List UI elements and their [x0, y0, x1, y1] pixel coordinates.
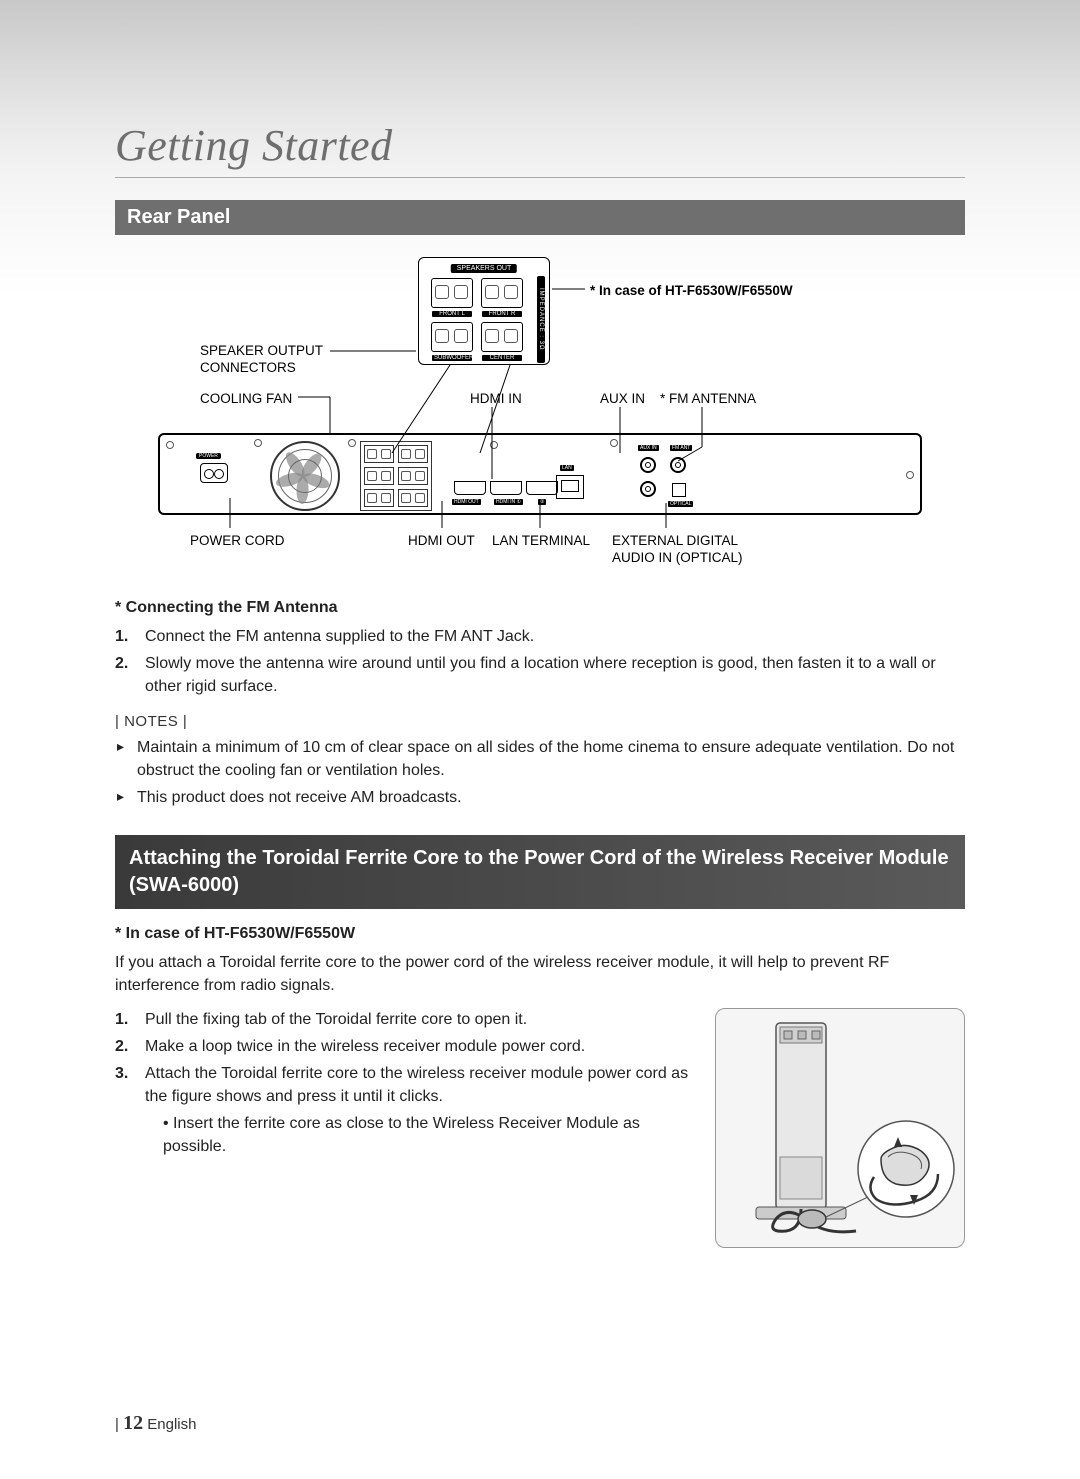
rear-panel-diagram: SPEAKERS OUT IMPEDANCE : 3Ω FRONT L FRON…	[130, 253, 950, 583]
co-subwoofer: SUBWOOFER	[432, 355, 472, 361]
port-hdmi-in2: ②	[538, 499, 546, 505]
port-hdmi-in1: HDMI IN ①	[494, 499, 523, 505]
co-center: CENTER	[482, 355, 522, 361]
port-power-label: POWER	[196, 453, 221, 459]
notes-label: | NOTES |	[115, 713, 965, 730]
page-number: 12	[123, 1412, 143, 1434]
port-hdmi-out: HDMI OUT	[452, 499, 481, 505]
port-optical-label: OPTICAL	[668, 501, 693, 507]
step-num: 3.	[115, 1062, 145, 1159]
section-rear-panel: Rear Panel	[115, 200, 965, 235]
fm-step-1: Connect the FM antenna supplied to the F…	[145, 625, 534, 648]
label-power-cord: POWER CORD	[190, 533, 285, 550]
label-cooling-fan: COOLING FAN	[200, 391, 292, 408]
impedance-label: IMPEDANCE : 3Ω	[537, 276, 545, 363]
label-fm-antenna: * FM ANTENNA	[660, 391, 756, 408]
notes-list: Maintain a minimum of 10 cm of clear spa…	[115, 736, 965, 810]
step-num: 1.	[115, 625, 145, 648]
speakers-out-title: SPEAKERS OUT	[451, 264, 517, 273]
cooling-fan-icon	[270, 441, 340, 511]
fm-step-2: Slowly move the antenna wire around unti…	[145, 652, 965, 698]
fm-antenna-heading: * Connecting the FM Antenna	[115, 599, 965, 617]
label-hdmi-out: HDMI OUT	[408, 533, 475, 550]
step-num: 2.	[115, 1035, 145, 1058]
port-aux-label: AUX IN	[638, 445, 659, 451]
ferrite-step-2: Make a loop twice in the wireless receiv…	[145, 1035, 585, 1058]
lan-port	[556, 475, 584, 499]
ferrite-sub-bullet: Insert the ferrite core as close to the …	[145, 1112, 695, 1158]
ferrite-steps: 1.Pull the fixing tab of the Toroidal fe…	[115, 1008, 695, 1159]
ferrite-case-note: * In case of HT-F6530W/F6550W	[115, 925, 965, 943]
note-2: This product does not receive AM broadca…	[115, 786, 965, 809]
speaker-block	[360, 441, 432, 511]
aux-group: AUX IN FM ANT OPTICAL	[640, 453, 710, 503]
fm-steps: 1.Connect the FM antenna supplied to the…	[115, 625, 965, 699]
ferrite-step-1: Pull the fixing tab of the Toroidal ferr…	[145, 1008, 527, 1031]
ferrite-step-3: Attach the Toroidal ferrite core to the …	[145, 1062, 695, 1159]
page-lang: English	[147, 1416, 196, 1433]
port-fmant-label: FM ANT	[670, 445, 692, 451]
step-num: 1.	[115, 1008, 145, 1031]
port-lan-label: LAN	[560, 465, 574, 471]
device-body: POWER HDMI OUT	[158, 433, 922, 515]
label-aux-in: AUX IN	[600, 391, 645, 408]
label-optical: EXTERNAL DIGITAL AUDIO IN (OPTICAL)	[612, 533, 743, 567]
speakers-out-callout: SPEAKERS OUT IMPEDANCE : 3Ω FRONT L FRON…	[418, 257, 550, 365]
power-socket	[200, 463, 228, 483]
page-footer: | 12 English	[115, 1412, 196, 1435]
ferrite-illustration	[715, 1008, 965, 1248]
note-1: Maintain a minimum of 10 cm of clear spa…	[115, 736, 965, 782]
label-speaker-output: SPEAKER OUTPUT CONNECTORS	[200, 343, 323, 377]
ferrite-intro: If you attach a Toroidal ferrite core to…	[115, 951, 965, 997]
section-ferrite: Attaching the Toroidal Ferrite Core to t…	[115, 835, 965, 909]
label-lan: LAN TERMINAL	[492, 533, 590, 550]
case-note-top: * In case of HT-F6530W/F6550W	[590, 283, 793, 300]
label-hdmi-in: HDMI IN	[470, 391, 522, 408]
co-front-r: FRONT R	[482, 311, 522, 317]
co-front-l: FRONT L	[432, 311, 472, 317]
chapter-title: Getting Started	[115, 120, 965, 178]
step-num: 2.	[115, 652, 145, 698]
